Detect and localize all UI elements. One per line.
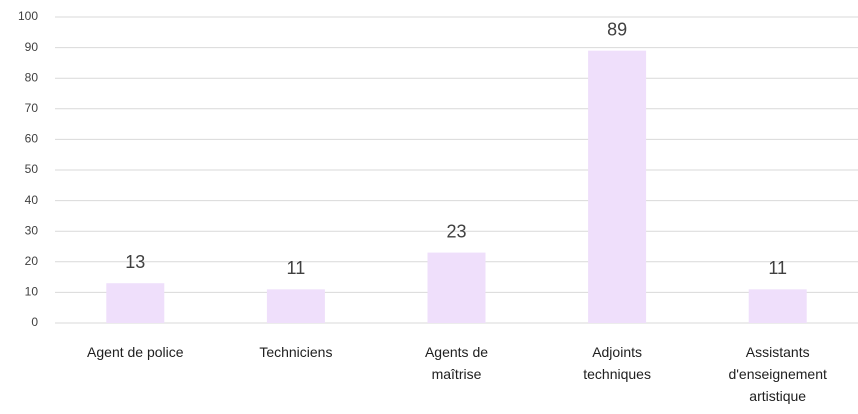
y-tick-label: 30 [25,223,39,237]
y-tick-label: 20 [25,254,39,268]
x-tick-label: Agent de police [87,344,184,360]
x-tick-label: Assistants d'enseignement artistique [728,344,827,404]
x-tick-label: Adjoints techniques [583,344,651,382]
data-label: 13 [125,252,145,272]
y-tick-label: 50 [25,162,39,176]
y-tick-label: 0 [31,315,38,329]
bar [588,50,647,323]
y-tick-label: 70 [25,101,39,115]
y-tick-label: 10 [25,285,39,299]
y-tick-label: 90 [25,40,39,54]
y-tick-label: 100 [18,9,38,23]
y-tick-label: 60 [25,132,39,146]
bar [266,289,325,323]
y-tick-label: 80 [25,70,39,84]
bar [748,289,807,323]
y-tick-label: 40 [25,193,39,207]
data-label: 89 [607,19,627,39]
x-tick-label: Agents de maîtrise [424,344,489,382]
x-tick-label: Techniciens [259,344,333,360]
data-label: 11 [768,258,787,278]
bar [427,252,486,323]
bar [106,283,165,323]
data-label: 11 [287,258,306,278]
data-label: 23 [446,221,466,241]
